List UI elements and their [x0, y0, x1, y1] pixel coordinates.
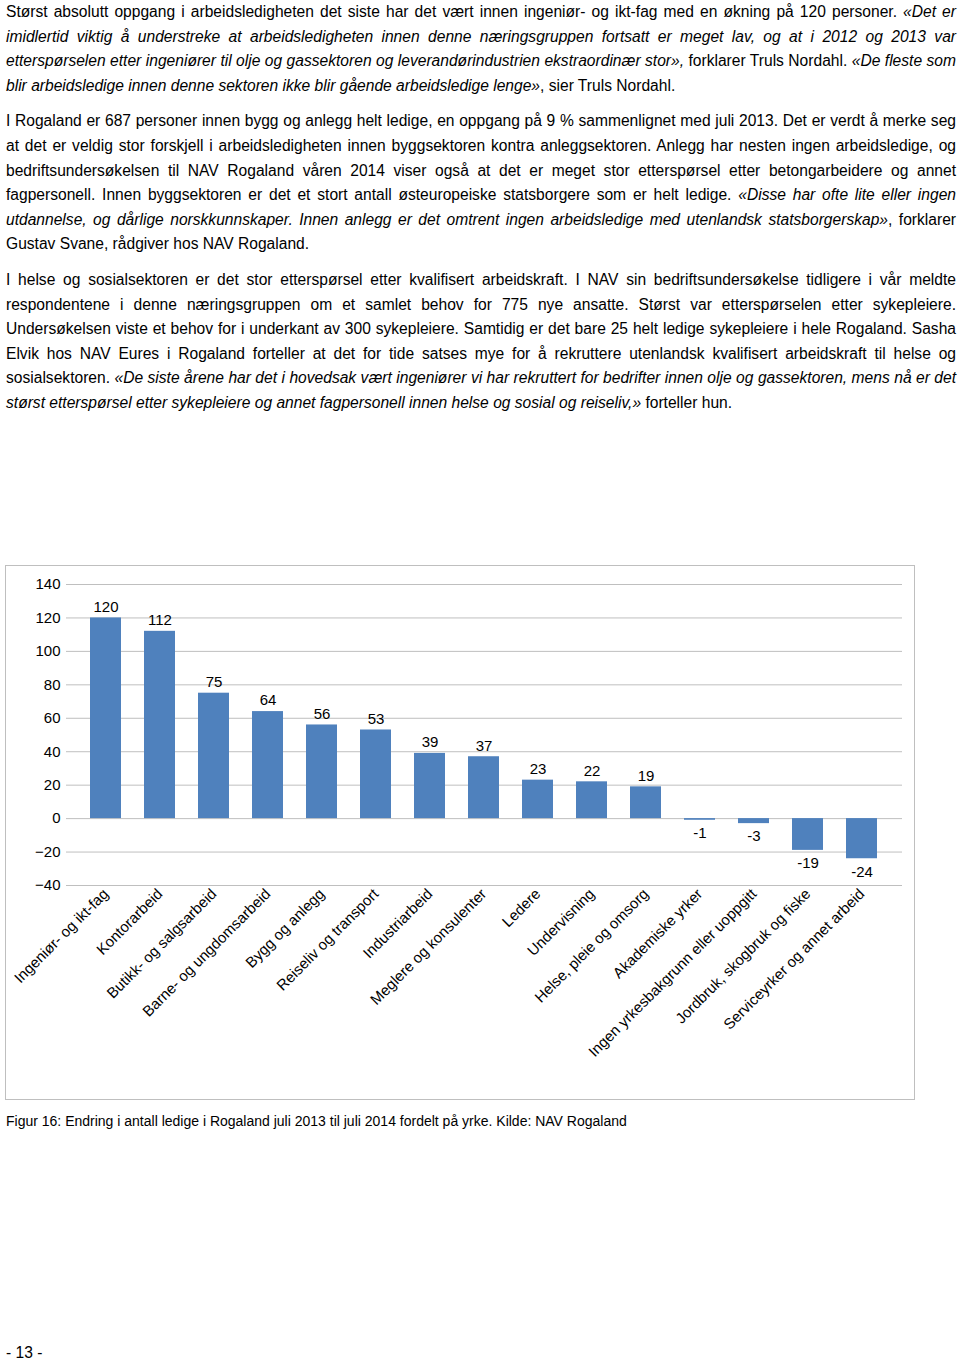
svg-text:Jordbruk, skogbruk og fiske: Jordbruk, skogbruk og fiske [671, 885, 814, 1027]
svg-text:23: 23 [530, 760, 547, 777]
svg-text:60: 60 [44, 709, 61, 726]
svg-text:22: 22 [584, 762, 601, 779]
html-text:I helse og sosialsektoren er d: I helse og sosialsektoren er det stor et… [6, 270, 956, 411]
svg-text:40: 40 [44, 743, 61, 760]
svg-text:53: 53 [368, 710, 385, 727]
svg-text:Reiseliv og transport: Reiseliv og transport [273, 884, 382, 993]
svg-text:Ledere: Ledere [498, 885, 543, 930]
svg-text:-24: -24 [851, 863, 873, 880]
svg-text:−20: −20 [35, 843, 60, 860]
svg-text:Serviceyrker og annet arbeid: Serviceyrker og annet arbeid [720, 885, 868, 1033]
svg-text:0: 0 [52, 809, 60, 826]
svg-text:-1: -1 [693, 824, 706, 841]
svg-text:-3: -3 [747, 827, 760, 844]
svg-text:Kontorarbeid: Kontorarbeid [92, 885, 166, 958]
svg-text:Akademiske yrker: Akademiske yrker [609, 885, 705, 981]
svg-text:100: 100 [35, 642, 60, 659]
svg-text:Helse, pleie og omsorg: Helse, pleie og omsorg [531, 885, 652, 1006]
svg-text:56: 56 [314, 705, 331, 722]
svg-text:20: 20 [44, 776, 61, 793]
svg-text:120: 120 [35, 609, 60, 626]
svg-text:39: 39 [422, 733, 439, 750]
html-text:Figur 16: Endring i antall led: Figur 16: Endring i antall ledige i Roga… [6, 1113, 627, 1129]
svg-text:Ingen yrkesbakgrunn eller uopp: Ingen yrkesbakgrunn eller uoppgitt [584, 885, 760, 1060]
svg-text:-19: -19 [797, 854, 819, 871]
svg-text:64: 64 [260, 691, 277, 708]
svg-text:80: 80 [44, 676, 61, 693]
svg-text:Meglere og konsulenter: Meglere og konsulenter [367, 885, 490, 1008]
svg-text:Undervisning: Undervisning [523, 885, 598, 959]
svg-text:37: 37 [476, 737, 493, 754]
svg-text:19: 19 [638, 767, 655, 784]
svg-text:Barne- og ungdomsarbeid: Barne- og ungdomsarbeid [138, 885, 274, 1020]
svg-text:120: 120 [93, 598, 118, 615]
svg-text:140: 140 [35, 575, 60, 592]
svg-text:Ingeniør- og ikt-fag: Ingeniør- og ikt-fag [10, 885, 111, 986]
html-text:I Rogaland er 687 personer inn: I Rogaland er 687 personer innen bygg og… [6, 112, 956, 253]
svg-text:Butikk- og salgsarbeid: Butikk- og salgsarbeid [103, 885, 220, 1002]
svg-text:75: 75 [206, 673, 223, 690]
svg-text:Industriarbeid: Industriarbeid [359, 885, 436, 962]
svg-text:112: 112 [148, 611, 172, 628]
svg-text:Bygg og anlegg: Bygg og anlegg [241, 885, 328, 971]
html-text:Størst absolutt oppgang i arbe: Størst absolutt oppgang i arbeidsledighe… [6, 3, 956, 94]
html-text:- 13 -: - 13 - [6, 1344, 43, 1361]
svg-text:−40: −40 [35, 876, 60, 893]
